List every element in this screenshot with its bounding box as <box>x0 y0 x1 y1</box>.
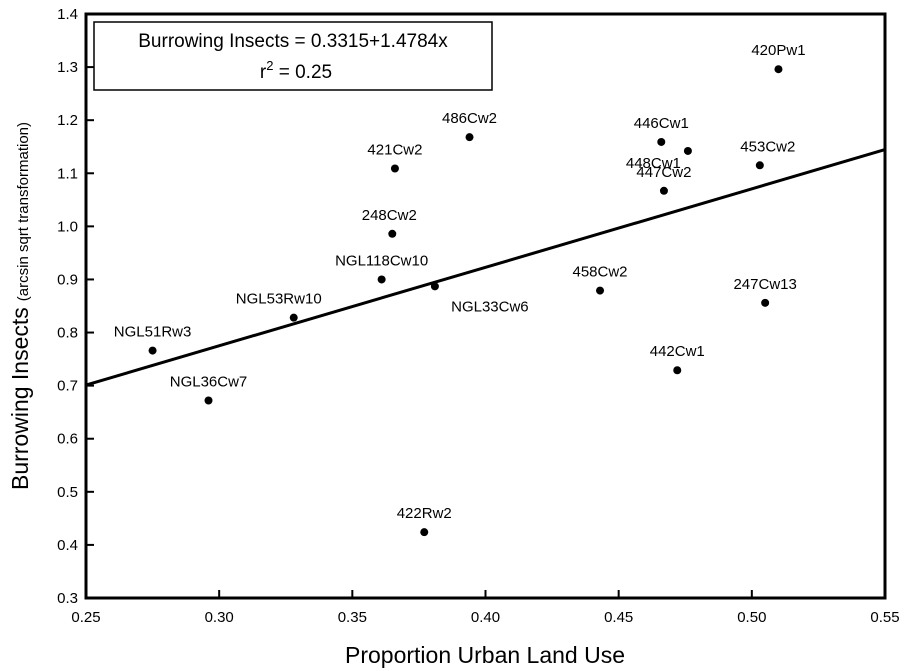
data-point <box>289 313 298 322</box>
data-point-label: 421Cw2 <box>367 141 422 158</box>
y-tick-label: 0.5 <box>57 484 78 501</box>
regression-line <box>85 148 886 387</box>
data-point-label: 446Cw1 <box>634 115 689 132</box>
x-tick-label: 0.50 <box>737 609 766 626</box>
data-point <box>204 396 213 405</box>
y-tick-label: 0.3 <box>57 590 78 607</box>
y-tick-label: 1.0 <box>57 218 78 235</box>
y-axis-title-sub: (arcsin sqrt transformation) <box>15 122 32 301</box>
y-axis-title: Burrowing Insects (arcsin sqrt transforma… <box>7 122 33 490</box>
data-point <box>390 164 399 173</box>
x-tick-label: 0.25 <box>71 609 100 626</box>
data-point <box>659 186 668 195</box>
data-point-label: 420Pw1 <box>751 42 805 59</box>
data-point-label: NGL53Rw10 <box>236 291 322 308</box>
r-squared-prefix: r <box>260 62 267 83</box>
x-tick-label: 0.40 <box>471 609 500 626</box>
data-point-label: 442Cw1 <box>650 343 705 360</box>
x-tick-label: 0.45 <box>604 609 633 626</box>
data-point-label: NGL118Cw10 <box>335 252 428 269</box>
data-point-label: 422Rw2 <box>397 505 452 522</box>
data-point-label: NGL33Cw6 <box>451 298 529 315</box>
r-squared-exponent: 2 <box>266 58 273 73</box>
data-point-label: 486Cw2 <box>442 110 497 127</box>
data-point <box>596 286 605 295</box>
y-tick-label: 1.3 <box>57 59 78 76</box>
data-point-label: 448Cw1 <box>626 155 681 172</box>
data-point-label: 458Cw2 <box>572 264 627 281</box>
data-point-label: 248Cw2 <box>362 207 417 224</box>
data-point <box>774 65 783 74</box>
data-point <box>377 275 386 284</box>
data-point <box>761 298 770 307</box>
x-tick-label: 0.30 <box>205 609 234 626</box>
y-tick-label: 1.2 <box>57 112 78 129</box>
y-axis-ticks: 0.3 0.4 0.5 0.6 0.7 0.8 0.9 1.0 1.1 1.2 1.3 1.4 <box>57 6 94 607</box>
x-axis-title: Proportion Urban Land Use <box>345 642 625 668</box>
y-tick-label: 0.4 <box>57 537 78 554</box>
data-point <box>148 346 157 355</box>
x-axis-ticks: 0.25 0.30 0.35 0.40 0.45 0.50 0.55 <box>71 590 900 626</box>
data-point <box>755 161 764 170</box>
r-squared-value: = 0.25 <box>273 62 332 83</box>
y-tick-label: 0.6 <box>57 431 78 448</box>
r-squared: r2 = 0.25 <box>260 58 332 83</box>
y-tick-label: 1.1 <box>57 165 78 182</box>
data-point-label: 447Cw2 <box>636 164 691 181</box>
data-point <box>465 133 474 142</box>
data-points: 420Pw1 486Cw2 446Cw1 448Cw1 421Cw2 453Cw2 447C… <box>114 42 806 537</box>
equation-box: Burrowing Insects = 0.3315+1.4784x r2 = … <box>93 21 493 91</box>
data-point <box>420 528 429 537</box>
y-tick-label: 1.4 <box>57 6 78 23</box>
x-tick-label: 0.35 <box>338 609 367 626</box>
data-point-label: 247Cw13 <box>733 276 796 293</box>
data-point-label: 453Cw2 <box>740 138 795 155</box>
equation-box-frame <box>93 21 493 91</box>
data-point <box>673 366 682 375</box>
x-tick-label: 0.55 <box>870 609 899 626</box>
regression-equation: Burrowing Insects = 0.3315+1.4784x <box>138 31 448 52</box>
data-point-label: NGL36Cw7 <box>170 374 248 391</box>
y-tick-label: 0.8 <box>57 325 78 342</box>
data-point <box>657 137 666 146</box>
data-point <box>683 146 692 155</box>
data-point <box>388 229 397 238</box>
data-point <box>430 282 439 291</box>
data-point-label: NGL51Rw3 <box>114 324 192 341</box>
y-tick-label: 0.9 <box>57 271 78 288</box>
y-tick-label: 0.7 <box>57 378 78 395</box>
y-axis-title-main: Burrowing Insects <box>7 307 33 490</box>
